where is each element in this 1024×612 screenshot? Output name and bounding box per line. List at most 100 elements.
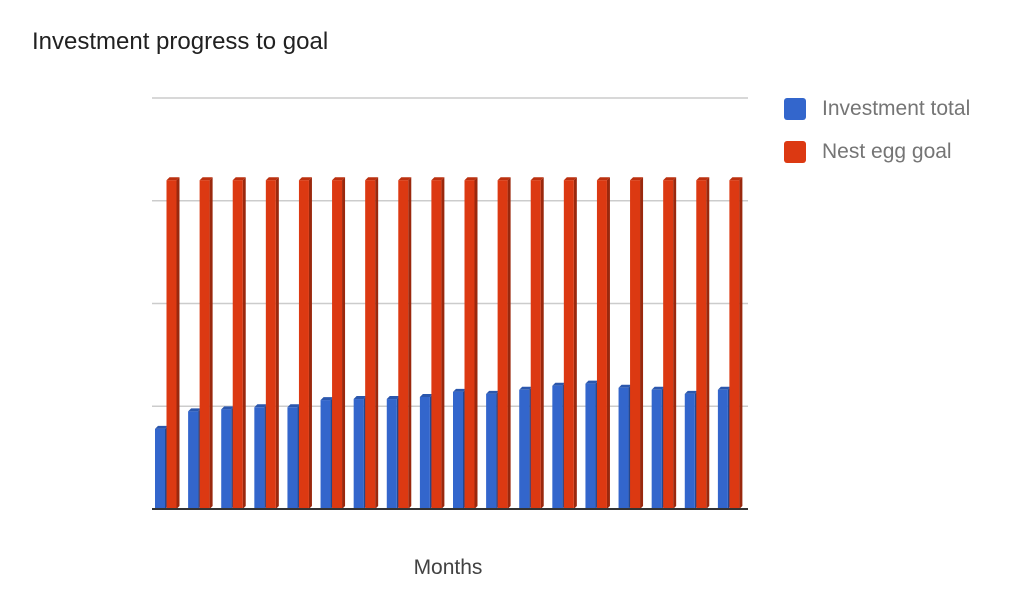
bar-investment-total[interactable] bbox=[386, 396, 400, 509]
bar-front bbox=[166, 180, 177, 509]
bar-investment-total[interactable] bbox=[254, 404, 268, 509]
bar-investment-total[interactable] bbox=[552, 382, 566, 509]
bar-side bbox=[540, 177, 544, 509]
legend-item-nest-egg-goal[interactable]: Nest egg goal bbox=[784, 137, 970, 167]
bar-investment-total[interactable] bbox=[188, 408, 202, 509]
bar-nest-egg-goal[interactable] bbox=[332, 177, 346, 509]
bar-investment-total[interactable] bbox=[651, 386, 665, 509]
bar-investment-total[interactable] bbox=[453, 388, 466, 509]
bar-top bbox=[332, 177, 346, 181]
bar-top bbox=[663, 177, 677, 181]
bar-nest-egg-goal[interactable] bbox=[265, 177, 279, 509]
bar-investment-total[interactable] bbox=[684, 390, 698, 509]
bar-investment-total[interactable] bbox=[155, 425, 168, 509]
bar-front bbox=[497, 180, 508, 509]
bar-front bbox=[254, 407, 265, 509]
bar-nest-egg-goal[interactable] bbox=[166, 177, 180, 509]
bar-top bbox=[419, 394, 433, 398]
bar-front bbox=[464, 180, 475, 509]
bar-side bbox=[706, 177, 710, 509]
bar-side bbox=[242, 177, 246, 509]
bar-top bbox=[563, 177, 577, 181]
bar-front bbox=[651, 389, 662, 509]
bar-nest-egg-goal[interactable] bbox=[630, 177, 644, 509]
bar-front bbox=[298, 180, 309, 509]
bar-side bbox=[673, 177, 677, 509]
bar-side bbox=[441, 177, 445, 509]
bar-top bbox=[453, 388, 466, 392]
bar-nest-egg-goal[interactable] bbox=[563, 177, 577, 509]
bar-front bbox=[530, 180, 541, 509]
bar-top bbox=[585, 380, 599, 384]
bar-side bbox=[408, 177, 412, 509]
gridlines bbox=[152, 97, 748, 407]
bar-top bbox=[155, 425, 168, 429]
bar-investment-total[interactable] bbox=[618, 384, 632, 509]
bar-nest-egg-goal[interactable] bbox=[696, 177, 710, 509]
bar-top bbox=[464, 177, 478, 181]
bar-top bbox=[431, 177, 445, 181]
bar-top bbox=[353, 396, 367, 400]
bar-investment-total[interactable] bbox=[287, 404, 301, 509]
legend-swatch-investment-total bbox=[784, 98, 806, 120]
bar-investment-total[interactable] bbox=[419, 394, 433, 509]
bar-nest-egg-goal[interactable] bbox=[729, 177, 743, 509]
bar-top bbox=[596, 177, 610, 181]
bar-side bbox=[375, 177, 379, 509]
bar-investment-total[interactable] bbox=[221, 406, 235, 509]
bar-nest-egg-goal[interactable] bbox=[596, 177, 610, 509]
bar-nest-egg-goal[interactable] bbox=[431, 177, 445, 509]
bar-front bbox=[386, 399, 397, 509]
bar-side bbox=[176, 177, 180, 509]
bar-front bbox=[155, 428, 165, 509]
bar-top bbox=[497, 177, 511, 181]
bar-nest-egg-goal[interactable] bbox=[398, 177, 412, 509]
bar-top bbox=[298, 177, 312, 181]
legend-item-investment-total[interactable]: Investment total bbox=[784, 94, 970, 124]
bar-front bbox=[596, 180, 607, 509]
bar-top bbox=[386, 396, 400, 400]
bar-top bbox=[188, 408, 202, 412]
bar-nest-egg-goal[interactable] bbox=[497, 177, 511, 509]
bar-front bbox=[320, 400, 331, 509]
bar-nest-egg-goal[interactable] bbox=[199, 177, 213, 509]
bar-investment-total[interactable] bbox=[585, 380, 599, 509]
bar-top bbox=[552, 382, 566, 386]
chart-title: Investment progress to goal bbox=[32, 28, 329, 55]
bar-top bbox=[530, 177, 544, 181]
bar-nest-egg-goal[interactable] bbox=[232, 177, 246, 509]
bar-front bbox=[618, 387, 629, 509]
bar-front bbox=[717, 389, 728, 509]
bar-front bbox=[365, 180, 376, 509]
legend-swatch-nest-egg-goal bbox=[784, 141, 806, 163]
bar-nest-egg-goal[interactable] bbox=[298, 177, 312, 509]
bar-front bbox=[453, 391, 463, 509]
bar-nest-egg-goal[interactable] bbox=[530, 177, 544, 509]
bar-nest-egg-goal[interactable] bbox=[464, 177, 478, 509]
bar-side bbox=[640, 177, 644, 509]
bar-investment-total[interactable] bbox=[486, 390, 500, 509]
bar-front bbox=[663, 180, 674, 509]
bar-nest-egg-goal[interactable] bbox=[365, 177, 379, 509]
bar-investment-total[interactable] bbox=[519, 386, 533, 509]
bar-investment-total[interactable] bbox=[717, 386, 731, 509]
bar-investment-total[interactable] bbox=[320, 397, 334, 509]
bar-top bbox=[519, 386, 533, 390]
bar-top bbox=[265, 177, 279, 181]
bar-top bbox=[630, 177, 644, 181]
bar-front bbox=[188, 411, 199, 509]
bar-investment-total[interactable] bbox=[353, 396, 367, 509]
bar-top bbox=[651, 386, 665, 390]
bar-top bbox=[696, 177, 710, 181]
bar-side bbox=[606, 177, 610, 509]
bar-front bbox=[696, 180, 707, 509]
bar-top bbox=[729, 177, 743, 181]
bar-front bbox=[431, 180, 442, 509]
bar-side bbox=[507, 177, 511, 509]
bar-front bbox=[265, 180, 276, 509]
bar-nest-egg-goal[interactable] bbox=[663, 177, 677, 509]
bar-side bbox=[739, 177, 743, 509]
bar-front bbox=[287, 407, 298, 509]
bar-front bbox=[419, 397, 430, 509]
